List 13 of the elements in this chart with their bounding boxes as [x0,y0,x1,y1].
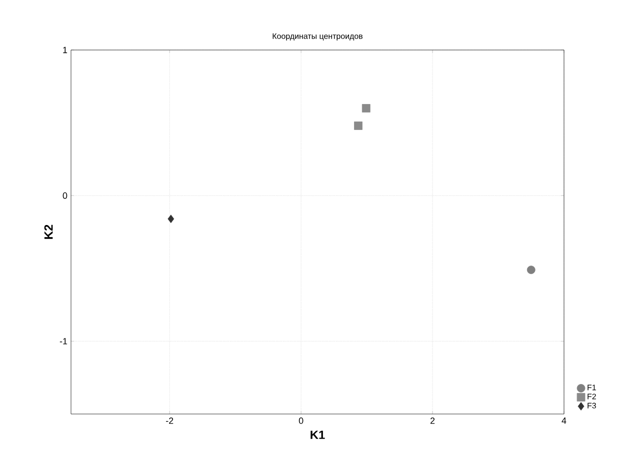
y-tick-label: -1 [60,338,68,344]
x-tick-label: -2 [166,418,174,424]
y-axis-title: K2 [44,224,53,239]
y-tick-label: 0 [62,192,68,199]
x-tick-label: 2 [430,418,435,424]
y-tick-label: 1 [63,46,68,54]
point [526,266,536,274]
x-tick-label: 0 [298,418,304,424]
point [168,214,174,224]
point [354,122,362,130]
x-tick-label: 4 [562,418,566,424]
x-axis-title: K1 [310,430,325,439]
point [362,104,370,112]
